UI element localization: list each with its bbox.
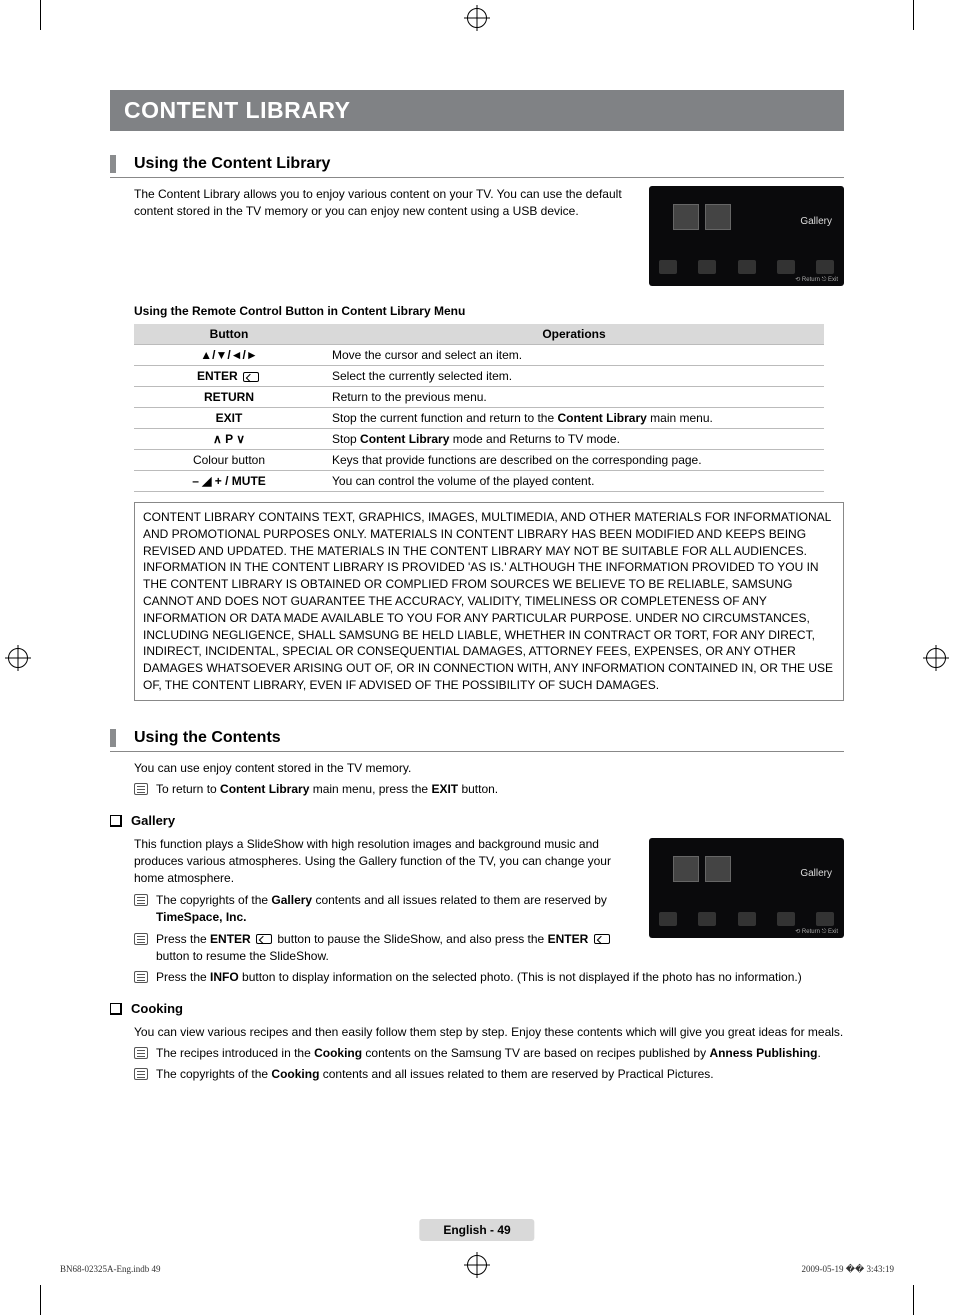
section2-intro: You can use enjoy content stored in the … — [134, 760, 844, 777]
print-right: 2009-05-19 �� 3:43:19 — [802, 1264, 894, 1275]
remote-control-table: Button Operations ▲/▼/◄/►Move the cursor… — [134, 324, 824, 492]
table-op-cell: Return to the previous menu. — [324, 387, 824, 408]
table-op-cell: Move the cursor and select an item. — [324, 345, 824, 366]
table-op-cell: Select the currently selected item. — [324, 366, 824, 387]
note-icon — [134, 894, 148, 906]
note-return-text: To return to Content Library main menu, … — [156, 781, 498, 798]
page-footer: English - 49 — [419, 1219, 534, 1241]
table-button-cell: Colour button — [134, 450, 324, 471]
screenshot-tile — [673, 856, 699, 882]
section-bar-icon — [110, 155, 116, 173]
banner-title: CONTENT LIBRARY — [110, 90, 844, 131]
table-op-cell: Stop Content Library mode and Returns to… — [324, 429, 824, 450]
screenshot-mini-icon — [698, 260, 716, 274]
cooking-note1: The recipes introduced in the Cooking co… — [134, 1045, 844, 1062]
table-button-cell: ▲/▼/◄/► — [134, 345, 324, 366]
screenshot-tile — [673, 204, 699, 230]
note-icon — [134, 1068, 148, 1080]
section2-title: Using the Contents — [134, 729, 281, 747]
table-button-cell: EXIT — [134, 408, 324, 429]
screenshot-footer: ⟲ Return ⎋ Exit — [795, 276, 838, 284]
screenshot-gallery: Gallery ⟲ Return ⎋ Exit — [649, 838, 844, 938]
note-icon — [134, 933, 148, 945]
table-op-cell: You can control the volume of the played… — [324, 471, 824, 492]
cooking-note2: The copyrights of the Cooking contents a… — [134, 1066, 844, 1083]
disclaimer-box: CONTENT LIBRARY CONTAINS TEXT, GRAPHICS,… — [134, 502, 844, 701]
screenshot-mini-icon — [777, 260, 795, 274]
gallery-note3: Press the INFO button to display informa… — [134, 969, 844, 986]
section-using-content-library: Using the Content Library — [110, 155, 844, 178]
gallery-label: Gallery — [131, 813, 175, 828]
note-icon — [134, 1047, 148, 1059]
table-button-cell: ∧ P ∨ — [134, 429, 324, 450]
subitem-cooking: Cooking — [110, 1001, 844, 1016]
print-footer: BN68-02325A-Eng.indb 49 2009-05-19 �� 3:… — [60, 1264, 894, 1275]
square-bullet-icon — [110, 815, 121, 826]
gallery-text: This function plays a SlideShow with hig… — [134, 836, 634, 888]
note-icon — [134, 783, 148, 795]
note-return: To return to Content Library main menu, … — [134, 781, 844, 798]
gallery-note1: The copyrights of the Gallery contents a… — [134, 892, 634, 927]
screenshot-content-library: Gallery ⟲ Return ⎋ Exit — [649, 186, 844, 286]
screenshot-footer: ⟲ Return ⎋ Exit — [795, 928, 838, 936]
section1-intro: The Content Library allows you to enjoy … — [134, 186, 634, 221]
table-op-cell: Stop the current function and return to … — [324, 408, 824, 429]
screenshot-label: Gallery — [800, 216, 832, 227]
screenshot-tile — [705, 204, 731, 230]
section1-title: Using the Content Library — [134, 155, 330, 173]
screenshot-mini-icon — [698, 912, 716, 926]
screenshot-mini-icon — [659, 260, 677, 274]
screenshot-mini-icon — [738, 912, 756, 926]
table-button-cell: RETURN — [134, 387, 324, 408]
gallery-note2: Press the ENTER button to pause the Slid… — [134, 931, 634, 966]
page-content: CONTENT LIBRARY Using the Content Librar… — [110, 90, 844, 1245]
table-button-cell: ENTER — [134, 366, 324, 387]
screenshot-mini-icon — [777, 912, 795, 926]
screenshot-tile — [705, 856, 731, 882]
screenshot-label: Gallery — [800, 868, 832, 879]
note-icon — [134, 971, 148, 983]
th-operations: Operations — [324, 324, 824, 345]
table-op-cell: Keys that provide functions are describe… — [324, 450, 824, 471]
screenshot-mini-icon — [738, 260, 756, 274]
th-button: Button — [134, 324, 324, 345]
square-bullet-icon — [110, 1003, 121, 1014]
screenshot-mini-icon — [659, 912, 677, 926]
screenshot-mini-icon — [816, 912, 834, 926]
section-bar-icon — [110, 729, 116, 747]
section-using-contents: Using the Contents — [110, 729, 844, 752]
cooking-label: Cooking — [131, 1001, 183, 1016]
table-button-cell: – ◢ + / MUTE — [134, 471, 324, 492]
screenshot-mini-icon — [816, 260, 834, 274]
print-left: BN68-02325A-Eng.indb 49 — [60, 1264, 161, 1275]
cooking-text: You can view various recipes and then ea… — [134, 1024, 844, 1041]
subitem-gallery: Gallery — [110, 813, 844, 828]
remote-control-subhead: Using the Remote Control Button in Conte… — [134, 304, 844, 318]
